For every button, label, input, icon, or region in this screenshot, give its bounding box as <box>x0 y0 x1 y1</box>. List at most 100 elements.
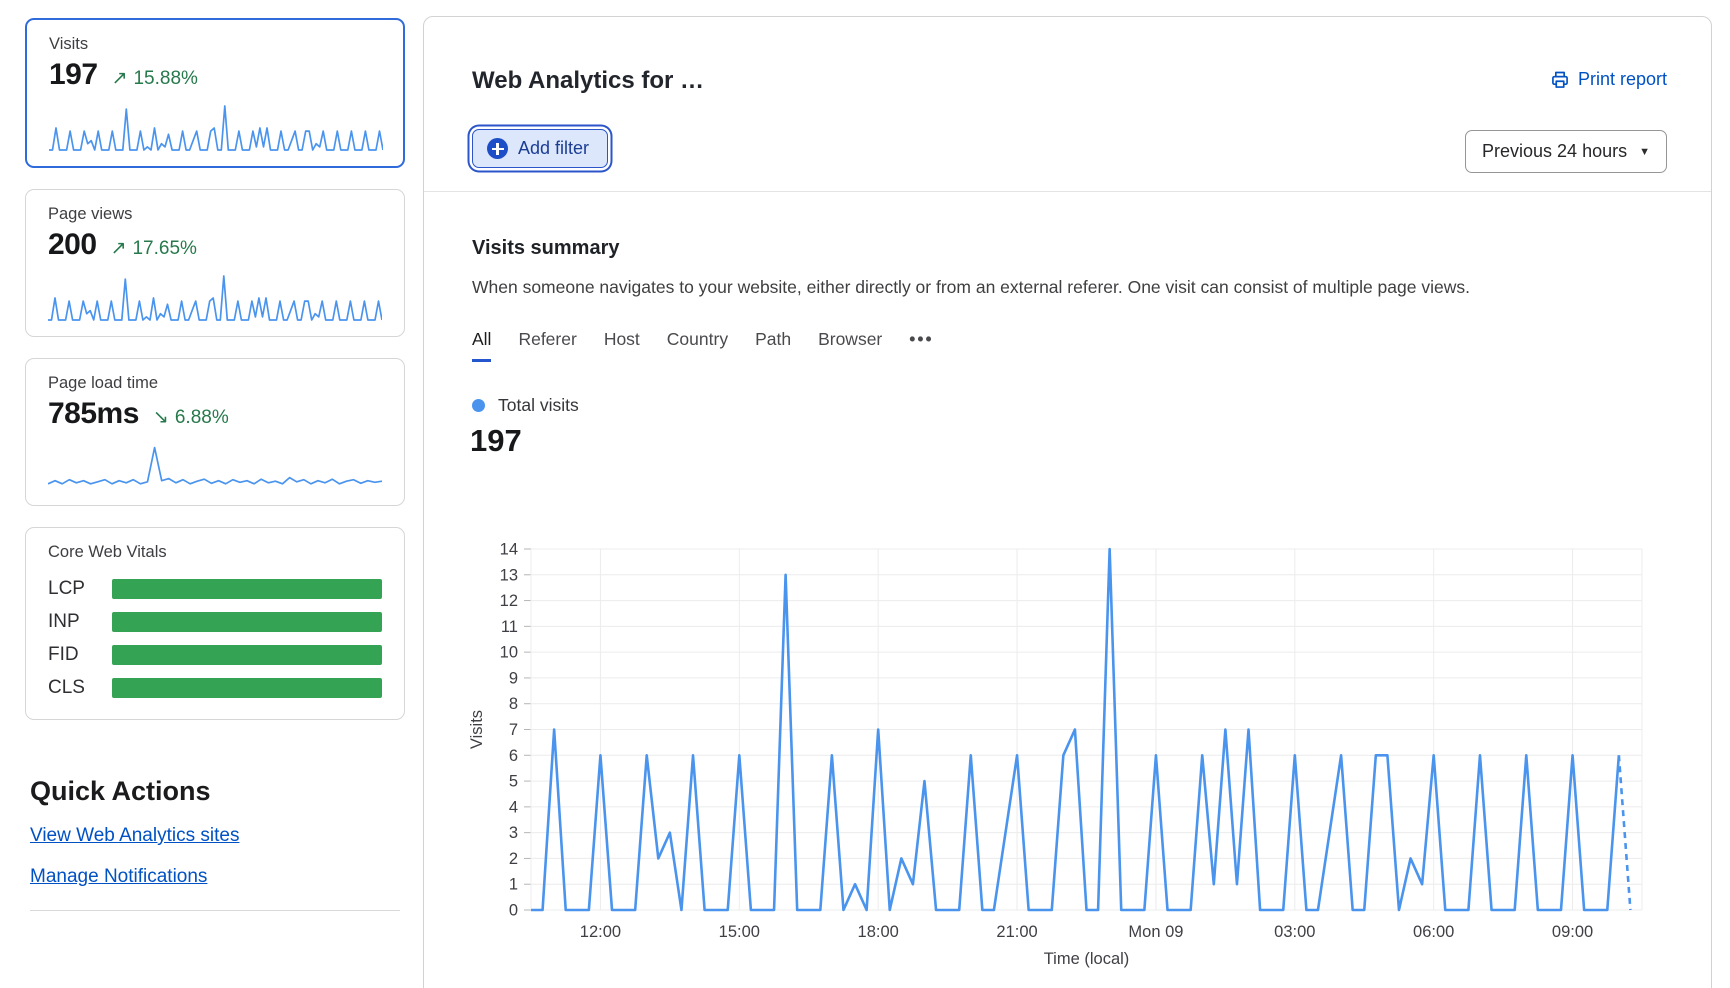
svg-text:18:00: 18:00 <box>858 923 899 941</box>
metric-title: Page views <box>48 205 133 223</box>
svg-text:10: 10 <box>500 644 518 662</box>
printer-icon <box>1552 71 1568 88</box>
visits-sparkline <box>49 105 383 151</box>
add-filter-label: Add filter <box>518 138 590 158</box>
svg-text:13: 13 <box>500 566 518 584</box>
svg-text:15:00: 15:00 <box>719 923 760 941</box>
page-title: Web Analytics for … <box>472 67 705 94</box>
svg-text:06:00: 06:00 <box>1413 923 1454 941</box>
vitals-bar-good <box>112 612 382 632</box>
tab-host[interactable]: Host <box>603 329 640 349</box>
core-web-vitals-title: Core Web Vitals <box>48 543 167 561</box>
svg-text:14: 14 <box>500 541 518 559</box>
svg-text:12:00: 12:00 <box>580 923 621 941</box>
trend-up-icon: ↗ <box>111 68 128 89</box>
svg-text:4: 4 <box>509 798 518 816</box>
metric-value-row: 785ms ↘ 6.88% <box>48 397 382 431</box>
total-visits-value: 197 <box>470 423 522 458</box>
metric-delta-value: 17.65% <box>132 238 197 259</box>
svg-text:0: 0 <box>509 902 518 920</box>
visits-summary-description: When someone navigates to your website, … <box>472 277 1470 297</box>
chevron-down-icon: ▼ <box>1639 145 1650 158</box>
sidebar-divider <box>30 910 400 911</box>
legend-label: Total visits <box>498 395 579 415</box>
vitals-bar-good <box>112 579 382 599</box>
metric-delta-value: 6.88% <box>174 407 229 428</box>
svg-text:5: 5 <box>509 773 518 791</box>
svg-text:21:00: 21:00 <box>996 923 1037 941</box>
svg-text:3: 3 <box>509 824 518 842</box>
svg-text:2: 2 <box>509 850 518 868</box>
vitals-label: CLS <box>48 677 85 698</box>
tab-all[interactable]: All <box>472 329 492 362</box>
vitals-label: INP <box>48 611 80 632</box>
gridlines <box>524 548 1643 911</box>
svg-text:1: 1 <box>509 876 518 894</box>
metric-title: Visits <box>49 35 89 53</box>
trend-up-icon: ↗ <box>110 238 127 259</box>
time-range-dropdown[interactable]: Previous 24 hours ▼ <box>1465 130 1667 173</box>
plus-circle-icon <box>487 138 508 159</box>
header-divider <box>424 191 1711 192</box>
metric-value: 197 <box>49 58 98 91</box>
svg-text:03:00: 03:00 <box>1274 923 1315 941</box>
svg-text:09:00: 09:00 <box>1552 923 1593 941</box>
vitals-row: LCP <box>48 578 382 600</box>
svg-text:11: 11 <box>501 618 518 636</box>
visits-summary-title: Visits summary <box>472 237 620 259</box>
add-filter-button[interactable]: Add filter <box>472 129 609 168</box>
svg-text:12: 12 <box>500 592 518 610</box>
page-views-sparkline <box>48 275 382 321</box>
vitals-bar-good <box>112 678 382 698</box>
legend-dot-icon <box>472 399 485 412</box>
chart-legend: Total visits <box>472 395 579 416</box>
metric-value-row: 197 ↗ 15.88% <box>49 58 381 92</box>
metric-delta: ↘ 6.88% <box>153 406 229 429</box>
vitals-bar-good <box>112 645 382 665</box>
tab-country[interactable]: Country <box>666 329 729 349</box>
print-report-button[interactable]: Print report <box>1550 69 1667 90</box>
more-tabs-button[interactable]: ••• <box>909 329 934 349</box>
metric-delta: ↗ 15.88% <box>112 67 198 90</box>
vitals-row: FID <box>48 644 382 666</box>
quick-actions-title: Quick Actions <box>30 776 211 806</box>
metric-title: Page load time <box>48 374 159 392</box>
tab-referer[interactable]: Referer <box>518 329 577 349</box>
metric-value-row: 200 ↗ 17.65% <box>48 228 382 262</box>
page-load-sparkline <box>48 446 382 485</box>
svg-text:Time (local): Time (local) <box>1044 950 1130 968</box>
time-range-label: Previous 24 hours <box>1482 141 1628 161</box>
metric-value: 200 <box>48 228 97 261</box>
total-visits-line-partial <box>1617 755 1632 911</box>
metric-delta-value: 15.88% <box>133 68 198 89</box>
tab-browser[interactable]: Browser <box>818 329 883 349</box>
svg-text:Visits: Visits <box>468 710 486 749</box>
vitals-row: CLS <box>48 677 382 699</box>
metrics-sidebar: Visits 197 ↗ 15.88% Page views 200 ↗ 17.… <box>25 18 405 911</box>
total-visits-line <box>531 547 1621 912</box>
print-report-label: Print report <box>1577 69 1667 89</box>
svg-text:6: 6 <box>509 747 518 765</box>
view-web-analytics-sites-link[interactable]: View Web Analytics sites <box>30 825 240 846</box>
core-web-vitals-card: Core Web Vitals LCP INP FID CLS <box>25 527 405 720</box>
manage-notifications-link[interactable]: Manage Notifications <box>30 866 208 887</box>
svg-text:9: 9 <box>509 669 518 687</box>
metric-delta: ↗ 17.65% <box>111 237 197 260</box>
trend-down-icon: ↘ <box>152 407 169 428</box>
metric-card-page-views[interactable]: Page views 200 ↗ 17.65% <box>25 189 405 337</box>
svg-text:8: 8 <box>509 695 518 713</box>
dimension-tabs: All Referer Host Country Path Browser ••… <box>472 329 934 362</box>
main-panel: Web Analytics for … Print report Add fil… <box>423 16 1712 988</box>
metric-card-page-load-time[interactable]: Page load time 785ms ↘ 6.88% <box>25 358 405 506</box>
tab-path[interactable]: Path <box>755 329 792 349</box>
metric-card-visits[interactable]: Visits 197 ↗ 15.88% <box>25 18 405 168</box>
vitals-row: INP <box>48 611 382 633</box>
vitals-label: LCP <box>48 578 85 599</box>
svg-text:Mon 09: Mon 09 <box>1128 923 1183 941</box>
svg-text:7: 7 <box>509 721 518 739</box>
metric-value: 785ms <box>48 397 139 430</box>
vitals-label: FID <box>48 644 79 665</box>
